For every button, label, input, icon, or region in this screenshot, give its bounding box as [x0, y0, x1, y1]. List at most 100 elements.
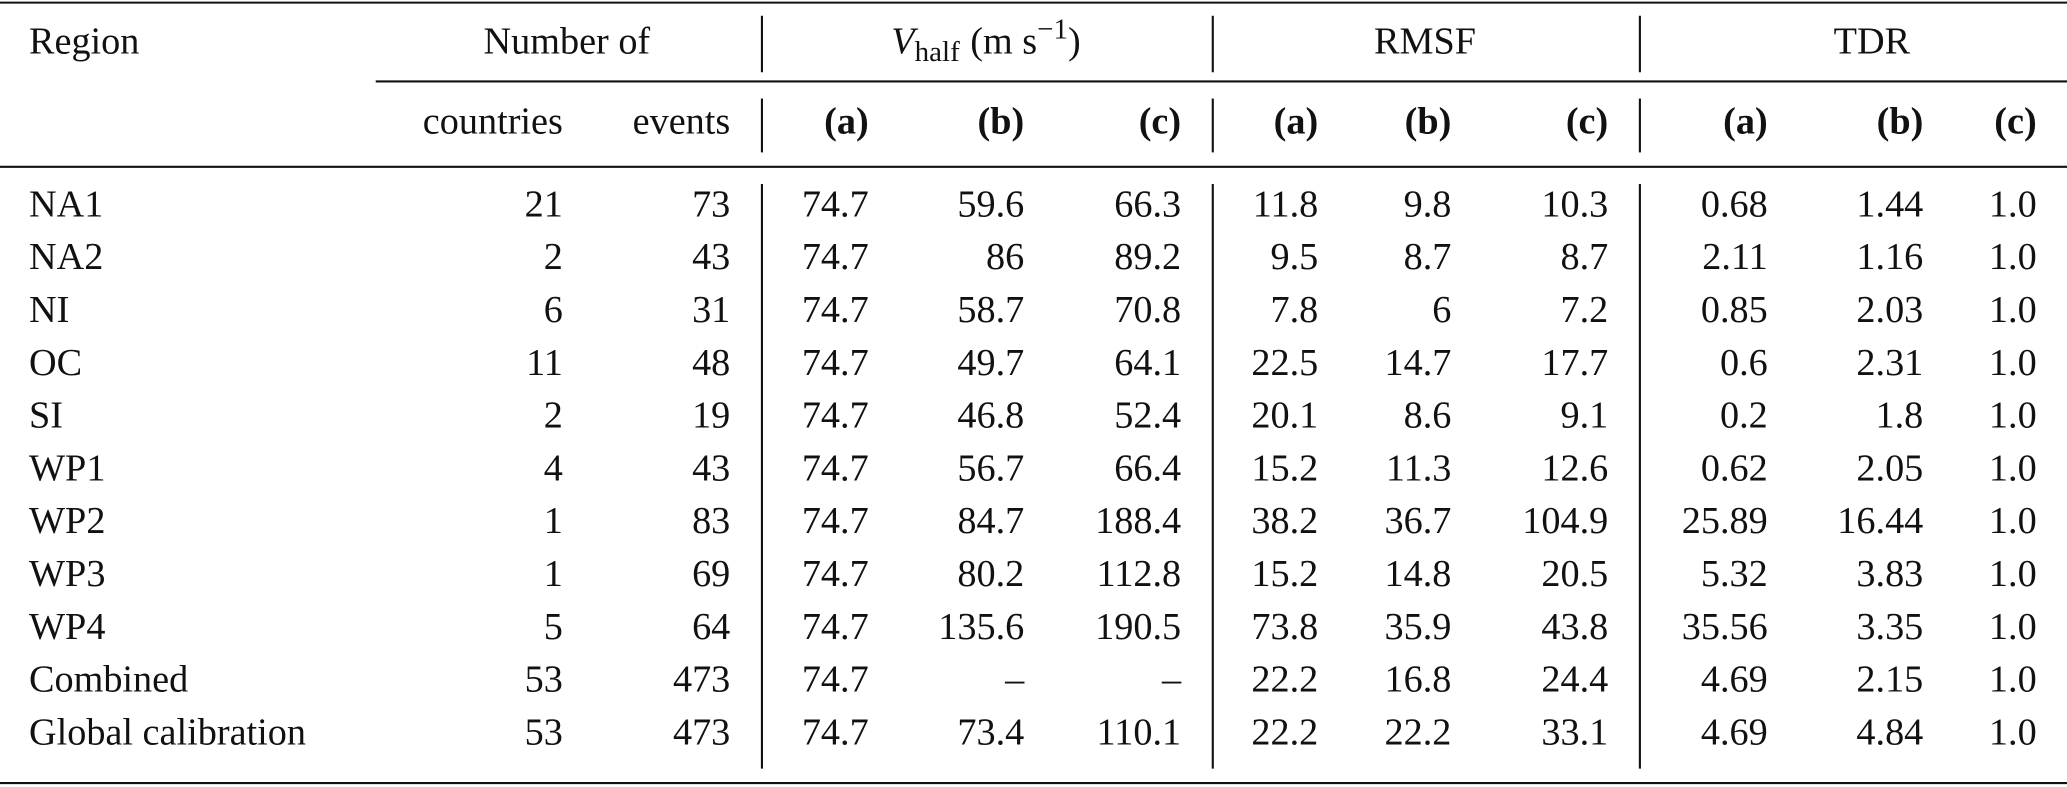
value-cell: 12.6	[1541, 447, 1608, 489]
value-cell: 190.5	[1095, 606, 1181, 648]
region-cell: Combined	[29, 659, 188, 701]
value-cell: 104.9	[1522, 500, 1608, 542]
header-cell: Region	[29, 20, 139, 62]
value-cell: 11	[526, 342, 563, 384]
value-cell: 31	[692, 289, 730, 331]
value-cell: 64	[692, 606, 730, 648]
value-cell: 1.0	[1989, 447, 2037, 489]
value-cell: 8.6	[1404, 395, 1452, 437]
value-cell: 74.7	[802, 289, 869, 331]
value-cell: 16.44	[1837, 500, 1923, 542]
value-cell: 4.69	[1701, 659, 1768, 701]
header: Region Number of Vhalf (m s−1) RMSF TDR	[29, 13, 1911, 67]
value-cell: 0.2	[1720, 395, 1768, 437]
value-cell: 74.7	[802, 447, 869, 489]
subheader-cell: (a)	[824, 101, 869, 143]
value-cell: 22.5	[1251, 342, 1318, 384]
value-cell: 46.8	[957, 395, 1024, 437]
subscript: half	[915, 36, 960, 68]
value-cell: 4.69	[1701, 712, 1768, 754]
value-cell: 1.0	[1989, 712, 2037, 754]
value-cell: 52.4	[1114, 395, 1181, 437]
value-cell: 7.8	[1270, 289, 1318, 331]
value-cell: 0.68	[1701, 183, 1768, 225]
value-cell: 473	[673, 712, 730, 754]
region-cell: WP2	[29, 500, 105, 542]
value-cell: 43.8	[1541, 606, 1608, 648]
value-cell: 89.2	[1114, 236, 1181, 278]
value-cell: 58.7	[957, 289, 1024, 331]
value-cell: 22.2	[1384, 712, 1451, 754]
subheader-cell: (b)	[1877, 101, 1924, 143]
symbol: V	[891, 20, 918, 62]
subheader-cell: (c)	[1566, 101, 1608, 143]
value-cell: 66.4	[1114, 447, 1181, 489]
value-cell: 2	[544, 236, 563, 278]
value-cell: 110.1	[1097, 712, 1182, 754]
value-cell: 1.0	[1989, 553, 2037, 595]
value-cell: 64.1	[1114, 342, 1181, 384]
value-cell: 35.9	[1384, 606, 1451, 648]
subheader-cell: (a)	[1274, 101, 1319, 143]
region-cell: WP4	[29, 606, 105, 648]
value-cell: 10.3	[1541, 183, 1608, 225]
region-cell: OC	[29, 342, 82, 384]
subheader-cell: (c)	[1994, 101, 2036, 143]
value-cell: 1.44	[1856, 183, 1923, 225]
value-cell: 74.7	[802, 712, 869, 754]
value-cell: 2	[544, 395, 563, 437]
value-cell: 5.32	[1701, 553, 1768, 595]
value-cell: 9.8	[1404, 183, 1452, 225]
value-cell: 59.6	[957, 183, 1024, 225]
value-cell: 9.5	[1270, 236, 1318, 278]
header-cell: Vhalf (m s−1)	[891, 13, 1080, 67]
region-cell: Global calibration	[29, 712, 306, 754]
value-cell: 1.0	[1989, 659, 2037, 701]
value-cell: 1.0	[1989, 606, 2037, 648]
value-cell: –	[1004, 659, 1025, 701]
value-cell: 73.8	[1251, 606, 1318, 648]
value-cell: 6	[544, 289, 563, 331]
value-cell: 74.7	[802, 500, 869, 542]
value-cell: 8.7	[1404, 236, 1452, 278]
value-cell: 11.3	[1386, 447, 1451, 489]
value-cell: 112.8	[1097, 553, 1182, 595]
value-cell: 22.2	[1251, 712, 1318, 754]
value-cell: 84.7	[957, 500, 1024, 542]
value-cell: 74.7	[802, 395, 869, 437]
value-cell: 20.5	[1541, 553, 1608, 595]
value-cell: 70.8	[1114, 289, 1181, 331]
value-cell: 4	[544, 447, 563, 489]
header-cell: TDR	[1834, 20, 1911, 62]
unit-close: )	[1068, 20, 1081, 62]
value-cell: 1.0	[1989, 395, 2037, 437]
value-cell: 49.7	[957, 342, 1024, 384]
exponent: −1	[1037, 13, 1068, 45]
header-cell: Number of	[484, 20, 651, 62]
value-cell: 53	[525, 712, 563, 754]
value-cell: 15.2	[1251, 553, 1318, 595]
value-cell: 74.7	[802, 553, 869, 595]
value-cell: 33.1	[1541, 712, 1608, 754]
value-cell: 86	[986, 236, 1024, 278]
region-cell: WP1	[29, 447, 105, 489]
value-cell: 1.0	[1989, 500, 2037, 542]
value-cell: 25.89	[1682, 500, 1768, 542]
value-cell: 74.7	[802, 183, 869, 225]
header-cell: RMSF	[1374, 20, 1476, 62]
value-cell: 36.7	[1384, 500, 1451, 542]
value-cell: 48	[692, 342, 730, 384]
value-cell: 83	[692, 500, 730, 542]
subheader-cell: events	[633, 101, 731, 143]
value-cell: 3.83	[1856, 553, 1923, 595]
value-cell: 11.8	[1253, 183, 1318, 225]
value-cell: 8.7	[1560, 236, 1608, 278]
value-cell: 1.0	[1989, 183, 2037, 225]
value-cell: 1.0	[1989, 236, 2037, 278]
value-cell: 2.15	[1856, 659, 1923, 701]
value-cell: 1.0	[1989, 342, 2037, 384]
value-cell: 2.05	[1856, 447, 1923, 489]
value-cell: 56.7	[957, 447, 1024, 489]
